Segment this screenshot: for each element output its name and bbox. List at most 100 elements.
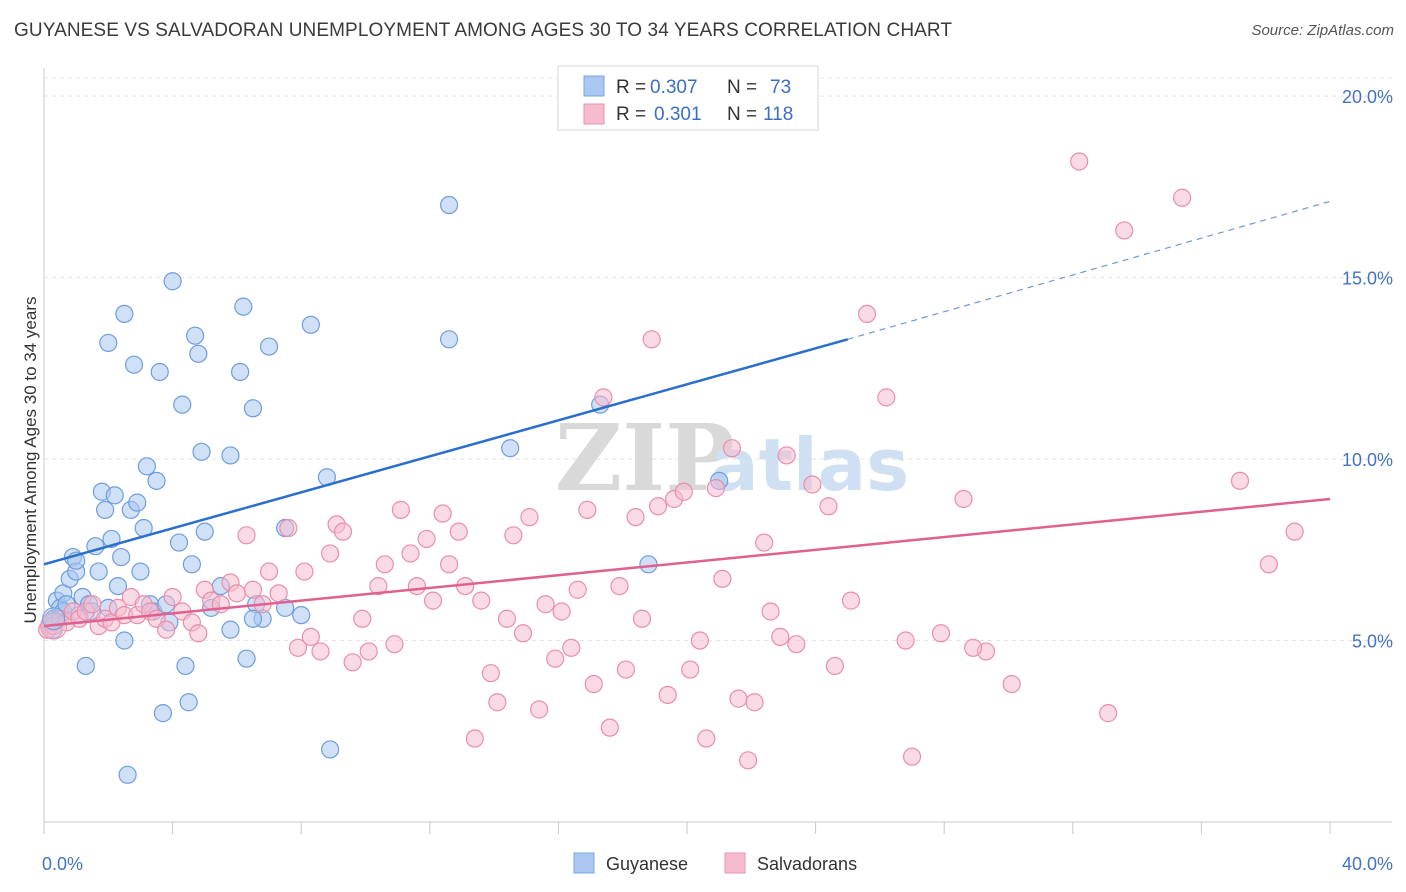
guyanese-point	[176, 656, 195, 676]
salvadorans-point	[401, 544, 420, 563]
trend-lines	[43, 200, 1331, 628]
x-tick-labels: 0.0% 40.0%	[42, 854, 1393, 874]
salvadorans-point	[83, 595, 102, 614]
salvadorans-point	[333, 522, 353, 541]
salvadorans-point	[771, 627, 790, 647]
guyanese-point	[195, 522, 214, 541]
salvadorans-point	[738, 751, 758, 770]
bottom-legend-label-guyanese: Guyanese	[606, 854, 688, 874]
salvadorans-point	[902, 747, 922, 766]
salvadorans-point	[259, 562, 279, 581]
salvadorans-point	[157, 620, 176, 639]
legend-n-value-guyanese: 73	[770, 77, 791, 98]
salvadorans-point	[803, 475, 822, 494]
salvadorans-point	[439, 555, 459, 574]
legend-swatch-salvadorans	[583, 103, 605, 125]
salvadorans-point	[417, 529, 436, 549]
y-tick-label-3: 20.0%	[1342, 87, 1393, 107]
salvadorans-point	[594, 388, 613, 407]
salvadorans-point	[642, 330, 661, 349]
salvadorans-point	[353, 609, 372, 628]
trend-line-guyanese-extension	[847, 200, 1331, 340]
legend-r-label-guyanese: R =	[616, 77, 646, 98]
guyanese-point	[108, 576, 128, 596]
salvadorans-point	[690, 631, 709, 650]
guyanese-point	[501, 439, 520, 458]
top-legend: R = 0.307 N = 73 R = 0.301 N = 118	[557, 65, 819, 131]
salvadorans-point	[697, 729, 716, 748]
salvadorans-point	[877, 388, 896, 407]
y-tick-label-2: 15.0%	[1342, 269, 1393, 289]
guyanese-point	[182, 555, 201, 574]
trend-line-guyanese	[43, 338, 849, 566]
salvadorans-point	[536, 595, 555, 614]
salvadorans-point	[1230, 471, 1250, 490]
salvadorans-point	[497, 609, 517, 628]
guyanese-point	[76, 656, 95, 676]
guyanese-point	[259, 337, 279, 356]
salvadorans-point	[552, 602, 571, 621]
salvadorans-point	[729, 689, 748, 708]
guyanese-point	[186, 326, 205, 345]
y-tick-labels: 5.0% 10.0% 15.0% 20.0%	[1342, 87, 1393, 651]
salvadorans-point	[745, 693, 764, 712]
guyanese-point	[115, 631, 134, 650]
salvadorans-point	[1173, 188, 1192, 207]
salvadorans-point	[658, 685, 677, 705]
guyanese-point	[169, 533, 189, 552]
guyanese-point	[221, 446, 240, 465]
legend-r-value-salvadorans: 0.301	[654, 104, 702, 125]
bottom-legend-swatch-salvadorans	[724, 852, 746, 874]
x-tick-label-1: 40.0%	[1342, 854, 1393, 874]
salvadorans-point	[301, 627, 320, 647]
y-axis-label: Unemployment Among Ages 30 to 34 years	[21, 297, 40, 624]
guyanese-point	[231, 362, 250, 382]
salvadorans-point	[1099, 704, 1118, 723]
salvadorans-point	[787, 635, 806, 654]
salvadorans-point	[841, 591, 861, 610]
salvadorans-point	[1070, 152, 1089, 171]
salvadorans-point	[648, 497, 668, 516]
salvadorans-point	[359, 642, 378, 661]
guyanese-point	[179, 693, 198, 712]
bottom-legend-label-salvadorans: Salvadorans	[757, 854, 857, 874]
legend-swatch-guyanese	[583, 75, 605, 97]
y-tick-label-1: 10.0%	[1342, 450, 1393, 470]
salvadorans-point	[488, 693, 507, 712]
legend-r-label-salvadorans: R =	[616, 104, 646, 125]
guyanese-point	[237, 649, 256, 668]
guyanese-point	[118, 765, 137, 784]
salvadorans-point	[279, 518, 298, 538]
guyanese-point	[147, 471, 166, 490]
guyanese-point	[439, 330, 459, 349]
legend-n-label-salvadorans: N =	[727, 104, 757, 125]
guyanese-point	[221, 620, 240, 639]
salvadorans-point	[722, 439, 742, 458]
salvadorans-point	[520, 508, 539, 527]
salvadorans-point	[568, 580, 587, 599]
guyanese-point	[301, 315, 320, 334]
salvadorans-point	[931, 624, 951, 643]
salvadorans-point	[288, 638, 308, 657]
salvadorans-point	[465, 729, 484, 748]
guyanese-point	[115, 304, 134, 324]
guyanese-point	[243, 399, 263, 418]
salvadorans-point	[227, 584, 246, 603]
bottom-legend: Guyanese Salvadorans	[573, 852, 857, 874]
guyanese-point	[639, 555, 658, 574]
salvadorans-point	[237, 526, 256, 545]
salvadorans-point	[681, 660, 700, 679]
guyanese-point	[163, 272, 182, 291]
salvadorans-point	[1259, 555, 1279, 574]
trend-line-salvadorans	[43, 497, 1331, 628]
legend-r-value-guyanese: 0.307	[650, 77, 698, 98]
guyanese-point	[192, 442, 211, 461]
salvadorans-point	[964, 638, 983, 657]
chart-source: Source: ZipAtlas.com	[1251, 22, 1394, 39]
salvadorans-point	[375, 555, 394, 574]
salvadorans-point	[433, 504, 452, 523]
salvadorans-point	[546, 649, 565, 668]
guyanese-point	[439, 195, 459, 215]
guyanese-point	[234, 297, 253, 316]
salvadorans-point	[578, 500, 597, 519]
